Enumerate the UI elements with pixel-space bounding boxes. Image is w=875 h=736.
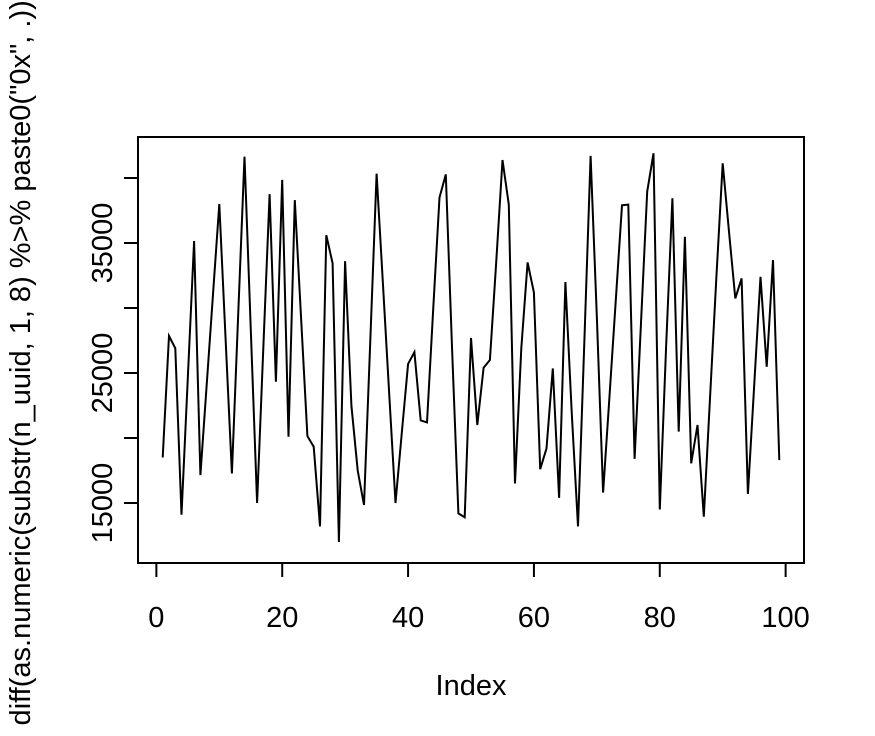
y-tick-label: 15000 <box>87 463 119 544</box>
y-tick-label: 25000 <box>87 333 119 414</box>
x-tick-label: 60 <box>518 602 550 634</box>
data-series <box>161 153 781 543</box>
y-axis-tick-labels: 15000 25000 35000 <box>87 203 119 544</box>
x-axis-tick-labels: 0 20 40 60 80 100 <box>148 602 810 634</box>
x-tick-label: 0 <box>148 602 164 634</box>
series-line <box>161 153 781 543</box>
y-axis-ticks <box>124 176 138 505</box>
x-tick-label: 80 <box>644 602 676 634</box>
x-tick-label: 40 <box>392 602 424 634</box>
x-tick-label: 20 <box>266 602 298 634</box>
y-axis-title: diff(as.numeric(substr(n_uuid, 1, 8) %>%… <box>5 0 37 725</box>
x-axis-ticks <box>155 563 787 577</box>
y-tick-label: 35000 <box>87 203 119 284</box>
x-axis-title: Index <box>436 670 507 702</box>
x-tick-label: 100 <box>761 602 809 634</box>
plot-box <box>137 136 805 564</box>
